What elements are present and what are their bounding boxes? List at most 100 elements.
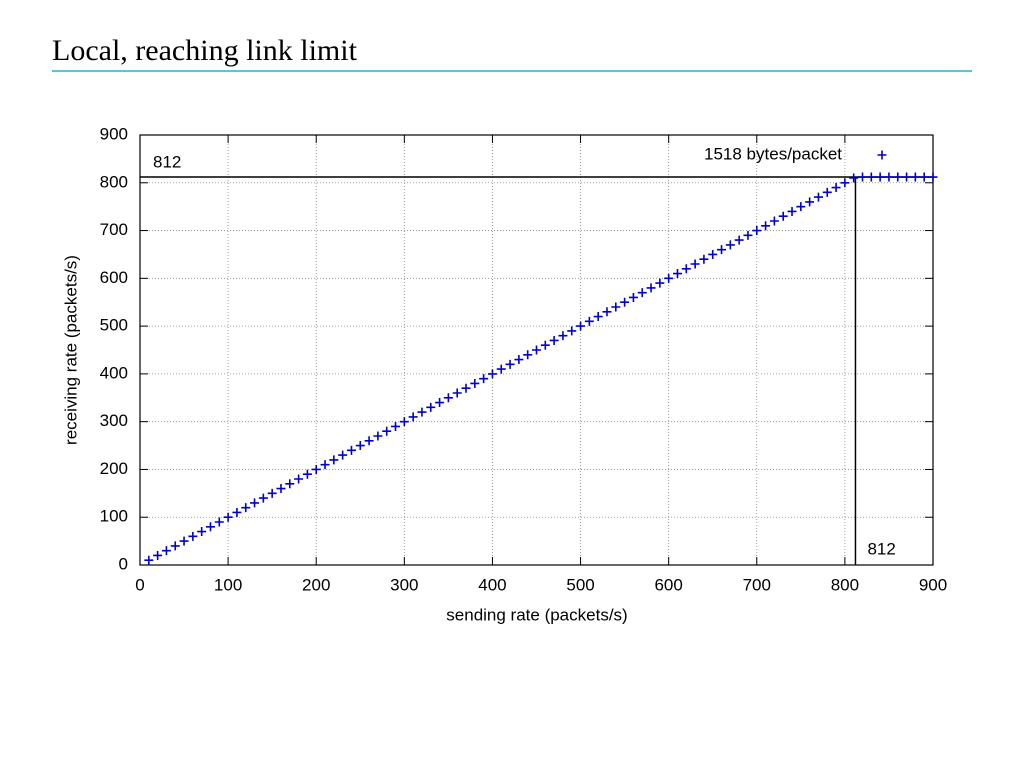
point (620, 297, 630, 307)
point (584, 316, 594, 326)
point (267, 488, 277, 498)
point (443, 393, 453, 403)
point (769, 216, 779, 226)
x-tick-label: 600 (654, 575, 682, 594)
point (672, 269, 682, 279)
x-tick-label: 300 (390, 575, 418, 594)
point (294, 474, 304, 484)
point (435, 398, 445, 408)
x-tick-label: 800 (831, 575, 859, 594)
point (505, 359, 515, 369)
point (241, 503, 251, 513)
point (717, 245, 727, 255)
point (338, 450, 348, 460)
point (373, 431, 383, 441)
point (558, 331, 568, 341)
point (399, 417, 409, 427)
point (523, 350, 533, 360)
y-tick-label: 100 (100, 507, 128, 526)
point (170, 541, 180, 551)
y-axis-label: receiving rate (packets/s) (61, 255, 80, 445)
point (875, 172, 885, 182)
slide-title: Local, reaching link limit (52, 34, 358, 67)
point (849, 173, 859, 183)
x-tick-label: 0 (135, 575, 144, 594)
point (144, 555, 154, 565)
point (461, 383, 471, 393)
point (391, 421, 401, 431)
point (690, 259, 700, 269)
point (532, 345, 541, 355)
x-tick-label: 500 (566, 575, 594, 594)
y-tick-label: 0 (119, 554, 128, 573)
point (223, 512, 233, 522)
point (576, 321, 586, 331)
point (681, 264, 691, 274)
point (452, 388, 462, 398)
point (822, 187, 832, 197)
point (778, 211, 788, 221)
x-tick-label: 200 (302, 575, 330, 594)
point (179, 536, 189, 546)
y-tick-label: 700 (100, 220, 128, 239)
legend-marker (877, 150, 887, 160)
point (796, 202, 806, 212)
y-tick-label: 600 (100, 268, 128, 287)
point (919, 172, 929, 182)
point (408, 412, 418, 422)
point (831, 183, 841, 193)
point (910, 172, 920, 182)
y-tick-label: 900 (100, 124, 128, 143)
point (805, 197, 815, 207)
point (258, 493, 268, 503)
point (725, 240, 735, 250)
reference-label: 812 (153, 153, 181, 172)
point (205, 522, 215, 532)
point (161, 546, 171, 556)
x-tick-label: 700 (743, 575, 771, 594)
x-tick-label: 100 (214, 575, 242, 594)
y-tick-label: 500 (100, 316, 128, 335)
point (637, 288, 647, 298)
point (302, 469, 312, 479)
point (355, 441, 365, 451)
plot-frame (139, 134, 934, 566)
point (602, 307, 612, 317)
y-tick-label: 400 (100, 363, 128, 382)
legend-label: 1518 bytes/packet (704, 144, 842, 163)
point (593, 312, 603, 322)
y-tick-label: 300 (100, 411, 128, 430)
point (567, 326, 577, 336)
point (382, 426, 392, 436)
point (311, 464, 321, 474)
point (752, 226, 762, 236)
point (708, 249, 718, 259)
y-tick-label: 800 (100, 172, 128, 191)
point (893, 172, 903, 182)
point (197, 527, 207, 537)
point (487, 369, 497, 379)
point (646, 283, 656, 293)
point (902, 172, 912, 182)
point (470, 378, 480, 388)
x-axis-label: sending rate (packets/s) (446, 605, 627, 624)
point (611, 302, 621, 312)
point (214, 517, 224, 527)
point (664, 273, 674, 283)
point (743, 230, 753, 240)
point (699, 254, 709, 264)
point (540, 340, 550, 350)
point (346, 445, 356, 455)
point (761, 221, 771, 231)
point (329, 455, 339, 465)
x-tick-label: 400 (478, 575, 506, 594)
x-tick-label: 900 (919, 575, 947, 594)
point (496, 364, 506, 374)
point (866, 172, 876, 182)
point (320, 460, 330, 470)
y-tick-label: 200 (100, 459, 128, 478)
point (514, 355, 524, 365)
point (232, 507, 242, 517)
